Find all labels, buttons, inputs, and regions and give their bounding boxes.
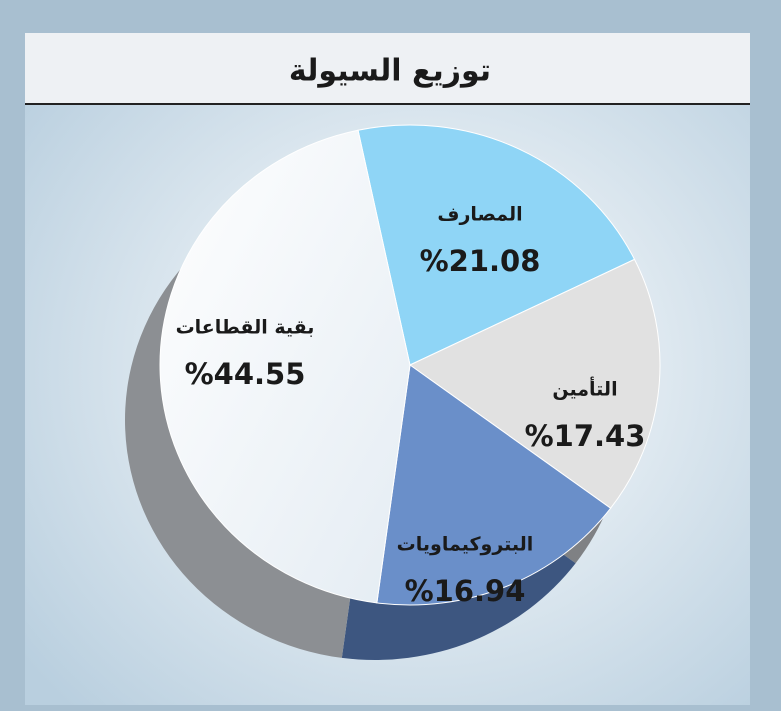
pie: المصارف %21.08 التأمين %17.43 البتروكيماويات… — [159, 124, 661, 608]
slice-label: التأمين — [552, 377, 617, 401]
value-label: %21.08 — [420, 244, 541, 278]
chart-title: توزيع السيولة — [289, 54, 491, 89]
slice-label: البتروكيماويات — [397, 534, 534, 556]
slice — [357, 124, 636, 366]
slice-label: المصارف — [437, 204, 522, 226]
value-label: %44.55 — [185, 357, 306, 391]
slice — [409, 258, 661, 509]
title-bar — [25, 33, 750, 104]
value-label: %17.43 — [525, 419, 646, 453]
slice — [376, 364, 612, 606]
slice-label: بقية القطاعات — [176, 317, 315, 339]
slice — [159, 129, 411, 604]
value-label: %16.94 — [405, 574, 526, 608]
